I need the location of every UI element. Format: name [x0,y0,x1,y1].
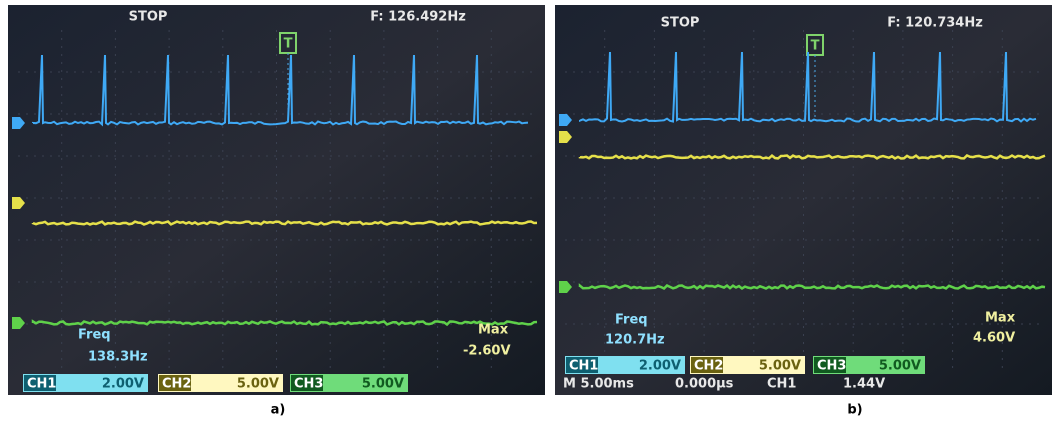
frequency: F: 126.492Hz [370,10,466,25]
channel-name: CH3 [294,377,323,392]
status: STOP [129,10,168,25]
measure-value: 138.3Hz [88,350,148,365]
channel-name: CH2 [694,359,723,374]
measure-label: Freq [78,328,111,343]
channel-name: CH1 [27,377,56,392]
measure2-label: Max [985,311,1016,326]
caption: a) [271,403,286,418]
channel-scale: 2.00V [639,359,681,374]
timebase-scale: M 5.00ms [563,377,634,392]
timebase-offset: 0.000μs [675,377,734,392]
measure2-label: Max [478,323,509,338]
measure2-value: -2.60V [463,344,511,359]
measure-label: Freq [615,313,648,328]
channel-name: CH2 [162,377,191,392]
page: STOP F: 126.492Hz T Freq 138.3Hz Max -2.60V CH1… [0,0,1052,421]
trigger-source: CH1 [767,377,796,392]
channel-scale: 5.00V [879,359,921,374]
scope-panel: STOP F: 120.734Hz T Freq 120.7Hz Max 4.60V CH1 2… [555,5,1052,395]
channel-name: CH3 [817,359,846,374]
scope-panel: STOP F: 126.492Hz T Freq 138.3Hz Max -2.60V CH1… [8,5,545,395]
channel-scale: 5.00V [237,377,279,392]
trigger-marker: T [811,39,820,54]
channel-scale: 2.00V [102,377,144,392]
status: STOP [661,16,700,31]
figure: STOP F: 126.492Hz T Freq 138.3Hz Max -2.60V CH1… [0,0,1052,421]
frequency: F: 120.734Hz [887,16,983,31]
channel-name: CH1 [569,359,598,374]
trigger-marker: T [284,37,293,52]
channel-scale: 5.00V [759,359,801,374]
measure-value: 120.7Hz [605,333,665,348]
trigger-level: 1.44V [843,377,885,392]
channel-scale: 5.00V [362,377,404,392]
caption: b) [847,403,862,418]
measure2-value: 4.60V [973,331,1015,346]
